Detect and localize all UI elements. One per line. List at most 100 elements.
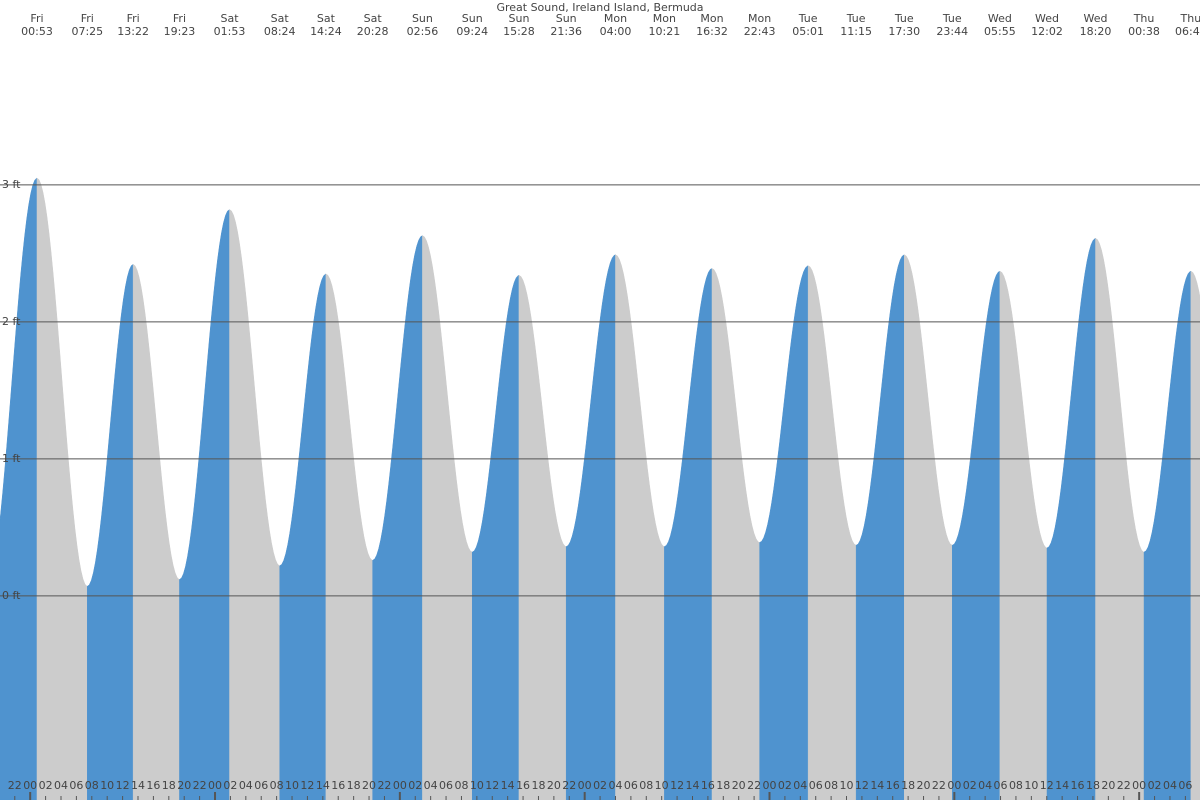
x-tick-label: 04	[793, 779, 807, 792]
x-tick-label: 06	[1178, 779, 1192, 792]
extreme-day: Sat	[271, 12, 290, 25]
x-tick-label: 00	[947, 779, 961, 792]
tide-area	[325, 273, 373, 800]
x-tick-label: 16	[886, 779, 900, 792]
x-tick-label: 06	[994, 779, 1008, 792]
x-tick-label: 04	[54, 779, 68, 792]
extreme-time: 16:32	[696, 25, 728, 38]
x-tick-label: 22	[377, 779, 391, 792]
x-tick-label: 04	[424, 779, 438, 792]
tide-area	[422, 235, 473, 800]
x-tick-label: 00	[763, 779, 777, 792]
extreme-day: Sat	[220, 12, 239, 25]
extreme-time: 12:02	[1031, 25, 1063, 38]
x-tick-label: 22	[562, 779, 576, 792]
x-tick-label: 10	[470, 779, 484, 792]
extreme-day: Tue	[894, 12, 914, 25]
x-tick-label: 02	[39, 779, 53, 792]
extreme-time: 14:24	[310, 25, 342, 38]
x-tick-label: 18	[901, 779, 915, 792]
tide-area	[615, 254, 665, 800]
x-tick-label: 08	[85, 779, 99, 792]
extreme-day: Fri	[81, 12, 94, 25]
x-tick-label: 06	[69, 779, 83, 792]
x-tick-label: 04	[978, 779, 992, 792]
x-tick-label: 08	[639, 779, 653, 792]
extreme-time: 17:30	[888, 25, 920, 38]
extreme-time: 01:53	[214, 25, 246, 38]
tide-area	[36, 177, 88, 800]
tide-area	[711, 268, 760, 800]
extreme-time: 05:55	[984, 25, 1016, 38]
x-tick-label: 10	[840, 779, 854, 792]
x-tick-label: 22	[1117, 779, 1131, 792]
extreme-time: 09:24	[456, 25, 488, 38]
x-tick-label: 18	[347, 779, 361, 792]
x-tick-label: 12	[1040, 779, 1054, 792]
x-tick-label: 18	[1086, 779, 1100, 792]
x-tick-label: 14	[501, 779, 515, 792]
x-tick-label: 16	[146, 779, 160, 792]
x-tick-label: 14	[870, 779, 884, 792]
extreme-day: Tue	[942, 12, 962, 25]
y-tick-label: 0 ft	[2, 589, 21, 602]
extreme-time: 04:00	[600, 25, 632, 38]
extreme-time: 00:38	[1128, 25, 1160, 38]
extreme-day: Sun	[508, 12, 529, 25]
extreme-time: 08:24	[264, 25, 296, 38]
x-tick-label: 00	[393, 779, 407, 792]
tide-area	[759, 265, 809, 800]
x-tick-label: 02	[223, 779, 237, 792]
extreme-time: 21:36	[550, 25, 582, 38]
x-tick-label: 18	[531, 779, 545, 792]
x-tick-label: 06	[624, 779, 638, 792]
x-tick-label: 12	[300, 779, 314, 792]
x-tick-label: 20	[732, 779, 746, 792]
tide-area	[229, 209, 280, 800]
tide-area	[1095, 237, 1145, 800]
tide-area	[904, 254, 953, 800]
extreme-day: Thu	[1133, 12, 1155, 25]
extreme-day: Sun	[462, 12, 483, 25]
y-tick-label: 1 ft	[2, 452, 21, 465]
x-tick-label: 10	[100, 779, 114, 792]
x-tick-label: 22	[193, 779, 207, 792]
x-tick-label: 02	[963, 779, 977, 792]
tide-area	[565, 254, 616, 800]
extreme-day: Sat	[317, 12, 336, 25]
x-tick-label: 22	[932, 779, 946, 792]
extreme-day: Fri	[127, 12, 140, 25]
extreme-time: 15:28	[503, 25, 535, 38]
extreme-day: Sun	[412, 12, 433, 25]
tide-area	[132, 263, 180, 800]
x-tick-label: 14	[316, 779, 330, 792]
extreme-time: 06:43	[1175, 25, 1200, 38]
tide-area	[999, 270, 1048, 800]
extreme-day: Wed	[1084, 12, 1108, 25]
y-tick-label: 2 ft	[2, 315, 21, 328]
extreme-time: 18:20	[1080, 25, 1112, 38]
x-tick-label: 00	[1132, 779, 1146, 792]
x-tick-label: 06	[809, 779, 823, 792]
x-tick-label: 00	[208, 779, 222, 792]
extreme-day: Fri	[30, 12, 43, 25]
x-tick-label: 12	[485, 779, 499, 792]
extreme-day: Wed	[988, 12, 1012, 25]
x-tick-label: 14	[1055, 779, 1069, 792]
extreme-time: 23:44	[936, 25, 968, 38]
x-tick-label: 02	[593, 779, 607, 792]
x-tick-label: 12	[116, 779, 130, 792]
extreme-day: Thu	[1180, 12, 1200, 25]
x-tick-label: 04	[239, 779, 253, 792]
tide-area	[372, 235, 423, 800]
x-tick-label: 06	[439, 779, 453, 792]
tide-area	[807, 265, 857, 800]
x-tick-label: 04	[1163, 779, 1177, 792]
x-tick-label: 18	[162, 779, 176, 792]
extreme-time: 20:28	[357, 25, 389, 38]
x-tick-label: 16	[1071, 779, 1085, 792]
tide-area	[279, 273, 327, 800]
tide-area	[87, 263, 134, 800]
tide-area	[1190, 270, 1200, 800]
